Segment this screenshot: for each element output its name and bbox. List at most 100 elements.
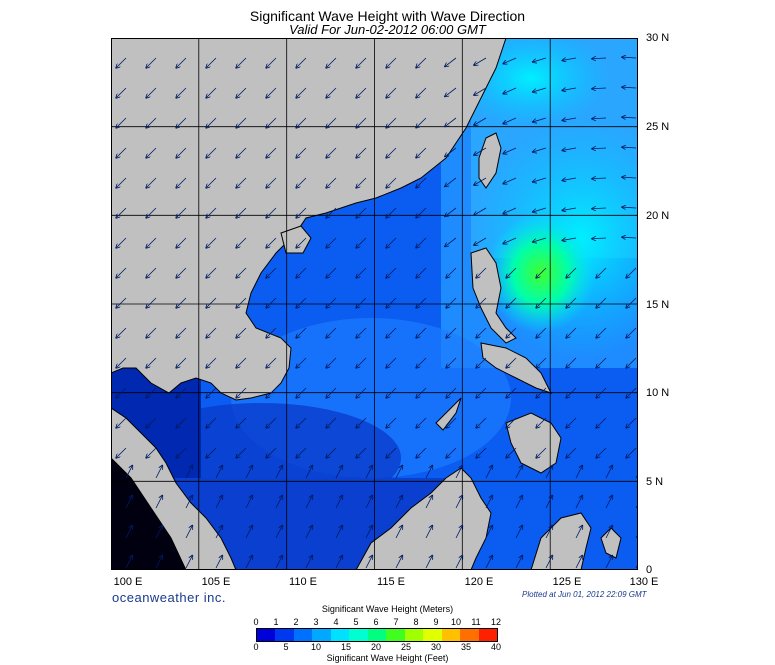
taiwan — [478, 132, 502, 189]
wave-arrow — [296, 57, 307, 68]
wave-arrow — [562, 88, 577, 90]
wave-arrow — [395, 556, 402, 569]
wave-arrow — [474, 177, 487, 185]
wave-arrow — [566, 357, 577, 368]
wave-arrow — [296, 357, 307, 368]
wave-arrow — [455, 496, 462, 509]
wave-arrow — [146, 57, 157, 68]
wave-arrow — [446, 417, 457, 428]
wave-arrow — [503, 117, 517, 124]
lon-label-115e: 115 E — [377, 576, 405, 588]
wave-arrow — [155, 466, 162, 479]
wave-arrow — [533, 207, 547, 212]
wave-arrow — [176, 87, 187, 98]
wave-arrow — [395, 466, 402, 479]
wave-arrow — [386, 237, 397, 248]
wave-arrow — [416, 57, 427, 68]
legend-tick: 6 — [373, 617, 379, 627]
wave-arrow — [446, 297, 457, 308]
wave-arrow — [506, 357, 517, 368]
wave-arrow — [386, 327, 397, 338]
wave-arrow — [326, 357, 337, 368]
legend-tick: 5 — [353, 617, 359, 627]
wave-arrow — [626, 387, 637, 398]
wave-arrow — [536, 387, 547, 398]
wave-arrow — [626, 327, 637, 338]
colorbar-swatch — [478, 629, 498, 641]
wave-arrow — [176, 267, 187, 278]
wave-arrow — [296, 147, 307, 158]
colorbar-swatch — [367, 629, 387, 641]
wave-arrow — [125, 496, 132, 509]
wave-arrow — [146, 447, 157, 458]
wave-arrow — [416, 177, 427, 188]
wave-arrow — [592, 88, 607, 89]
wave-arrow — [474, 57, 487, 65]
wave-arrow — [176, 327, 187, 338]
wave-arrow — [296, 327, 307, 338]
wave-arrow — [622, 87, 637, 88]
wave-arrow — [236, 177, 247, 188]
wave-arrow — [296, 297, 307, 308]
wave-arrow — [236, 297, 247, 308]
wave-arrow — [125, 556, 132, 569]
wave-arrow — [125, 466, 132, 479]
wave-arrow — [605, 466, 612, 479]
wave-arrow — [326, 267, 337, 278]
wave-arrow — [356, 57, 367, 68]
wave-arrow — [626, 267, 637, 278]
wave-arrow — [474, 237, 487, 245]
wave-arrow — [275, 556, 282, 569]
wave-arrow — [386, 147, 397, 158]
wave-arrow — [275, 466, 282, 479]
wave-arrow — [146, 177, 157, 188]
wave-arrow — [176, 57, 187, 68]
wave-arrow — [356, 387, 367, 398]
wave-arrow — [326, 447, 337, 458]
wave-arrow — [622, 117, 637, 118]
wave-arrow — [266, 57, 277, 68]
wave-arrow — [395, 526, 402, 539]
wave-arrow — [506, 297, 517, 308]
wave-arrow — [455, 466, 462, 479]
wave-arrow — [236, 357, 247, 368]
wave-arrow — [476, 327, 487, 338]
wave-arrow — [266, 297, 277, 308]
wave-arrow — [476, 417, 487, 428]
wave-arrow — [116, 297, 127, 308]
colorbar-swatch — [257, 629, 276, 641]
wave-arrow — [575, 496, 582, 509]
wave-arrow — [266, 207, 277, 218]
wave-arrow — [503, 87, 517, 94]
wave-arrow — [356, 207, 367, 218]
wave-arrow — [474, 87, 487, 95]
wave-arrow — [592, 178, 607, 179]
wave-arrow — [533, 117, 547, 122]
wave-arrow — [146, 417, 157, 428]
wave-arrow — [596, 327, 607, 338]
wave-arrow — [425, 496, 432, 509]
wave-arrow — [446, 267, 457, 278]
wave-arrow — [155, 496, 162, 509]
colorbar-swatch — [275, 629, 294, 641]
lat-label-15n: 15 N — [646, 299, 670, 311]
wave-arrow — [116, 447, 127, 458]
wave-arrow — [416, 327, 427, 338]
wave-arrow — [356, 357, 367, 368]
wave-arrow — [146, 237, 157, 248]
wave-arrow — [506, 417, 517, 428]
wave-arrow — [545, 526, 552, 539]
wave-arrow — [533, 237, 547, 242]
wave-arrow — [533, 57, 547, 62]
wave-arrow — [146, 117, 157, 128]
wave-arrow — [206, 297, 217, 308]
wave-arrow — [536, 327, 547, 338]
wave-arrow — [386, 267, 397, 278]
wave-arrow — [335, 466, 342, 479]
legend-feet-title: Significant Wave Height (Feet) — [326, 653, 449, 663]
wave-arrow — [455, 556, 462, 569]
wave-arrow — [326, 387, 337, 398]
legend-tick: 2 — [293, 617, 299, 627]
wave-arrow — [206, 357, 217, 368]
wave-arrow — [356, 327, 367, 338]
